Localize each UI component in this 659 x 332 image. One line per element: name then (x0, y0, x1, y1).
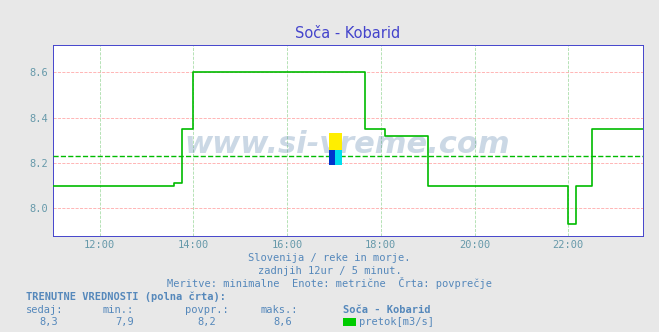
FancyBboxPatch shape (329, 150, 335, 165)
Text: www.si-vreme.com: www.si-vreme.com (185, 129, 511, 159)
Text: pretok[m3/s]: pretok[m3/s] (359, 317, 434, 327)
FancyBboxPatch shape (329, 132, 342, 150)
Text: Slovenija / reke in morje.: Slovenija / reke in morje. (248, 253, 411, 263)
Text: 7,9: 7,9 (115, 317, 134, 327)
Text: 8,6: 8,6 (273, 317, 292, 327)
Text: TRENUTNE VREDNOSTI (polna črta):: TRENUTNE VREDNOSTI (polna črta): (26, 292, 226, 302)
Title: Soča - Kobarid: Soča - Kobarid (295, 26, 400, 41)
FancyBboxPatch shape (335, 150, 342, 165)
Text: povpr.:: povpr.: (185, 305, 228, 315)
Text: min.:: min.: (102, 305, 133, 315)
Text: Meritve: minimalne  Enote: metrične  Črta: povprečje: Meritve: minimalne Enote: metrične Črta:… (167, 277, 492, 289)
Text: zadnjih 12ur / 5 minut.: zadnjih 12ur / 5 minut. (258, 266, 401, 276)
Text: Soča - Kobarid: Soča - Kobarid (343, 305, 430, 315)
Text: 8,3: 8,3 (40, 317, 58, 327)
Text: maks.:: maks.: (260, 305, 298, 315)
Text: sedaj:: sedaj: (26, 305, 64, 315)
Text: 8,2: 8,2 (198, 317, 216, 327)
